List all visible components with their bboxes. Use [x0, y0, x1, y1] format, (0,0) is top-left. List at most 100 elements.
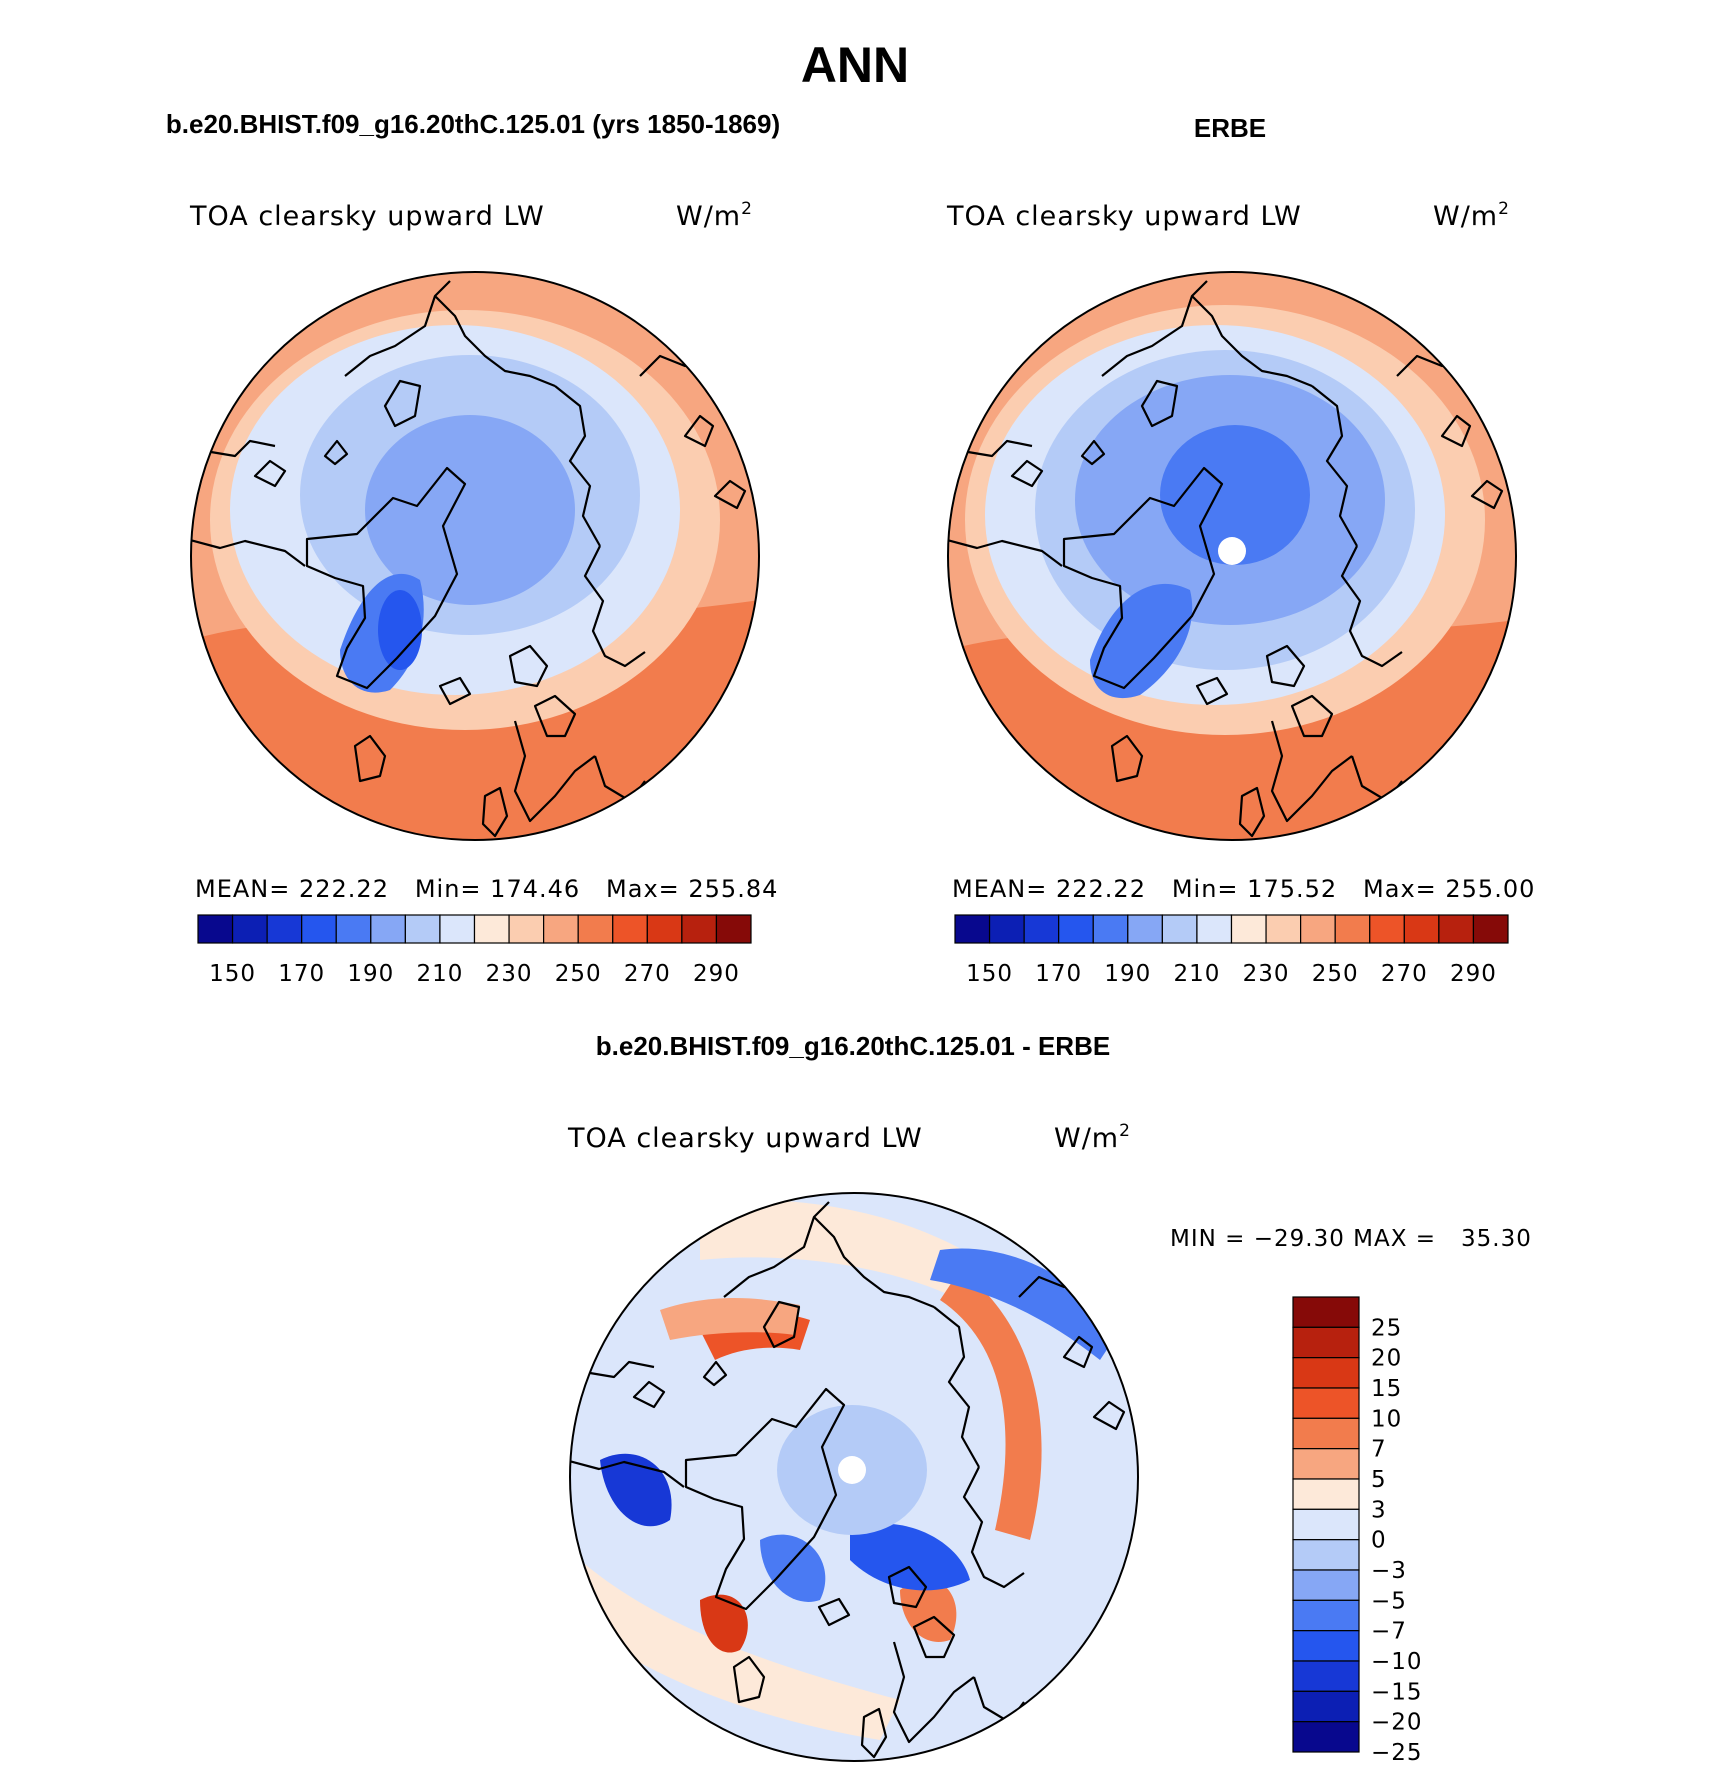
obs-colorbar-tick-label: 210: [1173, 961, 1220, 987]
diff-field-cold-patch-south: [850, 1523, 970, 1591]
obs-colorbar-swatch: [1058, 914, 1094, 944]
diff-field-cold-patch-west: [600, 1453, 672, 1527]
model-colorbar-swatch: [370, 914, 406, 944]
diff-colorbar-tick-label: 25: [1371, 1315, 1402, 1341]
model-colorbar-tick-label: 170: [278, 961, 325, 987]
diff-colorbar-tick-label: 0: [1371, 1528, 1387, 1554]
obs-map-border: [947, 271, 1517, 841]
obs-units-label: W/m2: [1433, 199, 1510, 232]
model-colorbar-swatch: [473, 914, 510, 944]
diff-colorbar-tick-label: 3: [1371, 1497, 1387, 1523]
obs-greenland: [1090, 583, 1193, 699]
model-colorbar: 150 170 190 210 230 250 270 290: [197, 914, 752, 987]
obs-colorbar-swatch: [1300, 914, 1336, 944]
diff-colorbar-swatch: [1292, 1660, 1360, 1692]
obs-colorbar: 150 170 190 210 230 250 270 290: [954, 914, 1509, 987]
model-colorbar-swatch: [646, 914, 683, 944]
model-colorbar-tick-label: 190: [347, 961, 394, 987]
diff-stats: MIN = −29.30 MAX = 35.30: [1170, 1226, 1532, 1252]
model-greenland-core: [378, 590, 422, 670]
diff-colorbar-swatch: [1292, 1721, 1360, 1753]
diff-colorbar-tick-label: −7: [1371, 1619, 1407, 1645]
model-colorbar-swatch: [715, 914, 752, 944]
model-colorbar-swatch: [301, 914, 337, 944]
diff-map-border: [569, 1192, 1139, 1762]
diff-pole-hole: [838, 1456, 866, 1484]
model-colorbar-tick-label: 210: [416, 961, 463, 987]
model-colorbar-swatch: [404, 914, 441, 944]
diff-colorbar-tick-label: 10: [1371, 1406, 1402, 1432]
obs-colorbar-swatch: [1403, 914, 1440, 944]
model-colorbar-swatch: [508, 914, 545, 944]
model-colorbar-swatch: [266, 914, 303, 944]
diff-colorbar-swatch: [1292, 1630, 1360, 1662]
diff-colorbar-swatch: [1292, 1357, 1360, 1389]
diff-colorbar-tick-label: 15: [1371, 1376, 1402, 1402]
obs-pole-hole: [1218, 537, 1246, 565]
diff-colorbar-swatch: [1292, 1326, 1360, 1359]
diff-colorbar-swatch: [1292, 1296, 1360, 1328]
model-colorbar-swatch: [681, 914, 718, 944]
diff-colorbar-swatch: [1292, 1539, 1360, 1571]
diff-field-warm-patch-south: [700, 1594, 748, 1653]
diff-colorbar-swatch: [1292, 1387, 1360, 1419]
diff-colorbar-tick-label: 5: [1371, 1467, 1387, 1493]
model-colorbar-tick-label: 250: [555, 961, 602, 987]
obs-colorbar-tick-label: 150: [966, 961, 1013, 987]
model-colorbar-tick-label: 270: [624, 961, 671, 987]
obs-colorbar-swatch: [1334, 914, 1371, 944]
diff-polar-map: [569, 1192, 1139, 1762]
model-variable-label: TOA clearsky upward LW: [189, 201, 545, 232]
diff-colorbar-tick-label: −20: [1371, 1710, 1423, 1736]
obs-polar-map: [947, 271, 1517, 841]
diff-colorbar-swatch: [1292, 1690, 1360, 1723]
model-colorbar-swatch: [577, 914, 614, 944]
model-colorbar-tick-label: 230: [486, 961, 533, 987]
figure-title: ANN: [801, 37, 909, 93]
left-panel-title: b.e20.BHIST.f09_g16.20thC.125.01 (yrs 18…: [166, 109, 780, 139]
diff-colorbar-tick-label: −25: [1371, 1740, 1423, 1766]
model-colorbar-swatch: [543, 914, 579, 944]
obs-field-core: [1160, 425, 1310, 565]
diff-panel-title: b.e20.BHIST.f09_g16.20thC.125.01 - ERBE: [596, 1031, 1110, 1061]
diff-colorbar-swatch: [1292, 1448, 1360, 1480]
diff-colorbar-tick-label: −3: [1371, 1558, 1407, 1584]
diff-variable-label: TOA clearsky upward LW: [567, 1123, 923, 1154]
diff-colorbar-swatch: [1292, 1417, 1360, 1450]
diff-colorbar: 25 20 15 10 7 5 3 0 −3 −5 −7 −10 −15 −20 −25: [1292, 1296, 1423, 1766]
obs-colorbar-swatch: [954, 914, 991, 944]
model-colorbar-swatch: [231, 914, 268, 944]
obs-variable-label: TOA clearsky upward LW: [946, 201, 1302, 232]
diff-colorbar-tick-label: −10: [1371, 1649, 1423, 1675]
obs-colorbar-tick-label: 270: [1381, 961, 1428, 987]
diff-field-cold-patch-sw: [760, 1534, 826, 1602]
model-stats: MEAN= 222.22 Min= 174.46 Max= 255.84: [195, 875, 778, 903]
diff-colorbar-tick-label: 20: [1371, 1346, 1402, 1372]
diff-units-label: W/m2: [1054, 1121, 1131, 1154]
obs-colorbar-swatch: [1161, 914, 1198, 944]
obs-colorbar-swatch: [1092, 914, 1129, 944]
obs-colorbar-tick-label: 190: [1104, 961, 1151, 987]
obs-colorbar-swatch: [988, 914, 1025, 944]
diff-colorbar-swatch: [1292, 1569, 1360, 1601]
model-colorbar-swatch: [439, 914, 476, 944]
obs-colorbar-tick-label: 250: [1312, 961, 1359, 987]
obs-colorbar-tick-label: 170: [1035, 961, 1082, 987]
obs-colorbar-swatch: [1127, 914, 1163, 944]
model-colorbar-tick-label: 290: [693, 961, 740, 987]
diff-colorbar-swatch: [1292, 1478, 1360, 1510]
obs-colorbar-swatch: [1196, 914, 1233, 944]
model-colorbar-tick-label: 150: [209, 961, 256, 987]
obs-colorbar-swatch: [1230, 914, 1267, 944]
diff-colorbar-swatch: [1292, 1508, 1360, 1541]
model-polar-map: [190, 271, 760, 841]
model-map-border: [190, 271, 760, 841]
model-colorbar-swatch: [335, 914, 372, 944]
diff-field-cold-patch-ne: [930, 1248, 1120, 1360]
obs-colorbar-swatch: [1265, 914, 1302, 944]
obs-colorbar-swatch: [1023, 914, 1060, 944]
obs-colorbar-tick-label: 290: [1450, 961, 1497, 987]
right-panel-title: ERBE: [1194, 113, 1266, 143]
model-colorbar-swatch: [612, 914, 648, 944]
